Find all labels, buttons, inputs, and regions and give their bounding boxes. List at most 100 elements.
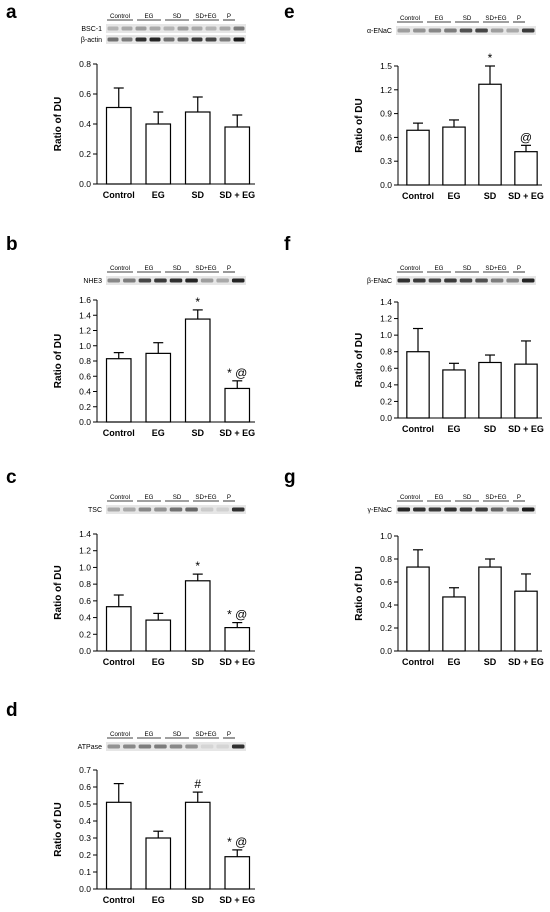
panel-letter: d [6, 700, 18, 721]
x-tick-label: Control [402, 657, 434, 667]
blot-band [506, 28, 519, 33]
blot-group-label: SD+EG [195, 265, 216, 272]
blot-band [154, 278, 167, 283]
blot-group-label: SD [173, 265, 182, 272]
blot-band [138, 278, 152, 283]
blot-band [397, 507, 411, 512]
panel-letter: f [284, 234, 291, 255]
y-tick-label: 0.0 [380, 646, 392, 656]
blot-group-label: P [227, 731, 231, 738]
bar [406, 129, 430, 186]
blot-band [475, 28, 488, 33]
bar [184, 580, 211, 652]
blot-band [107, 507, 121, 512]
y-tick-label: 1.2 [380, 314, 392, 324]
y-axis-label: Ratio of DU [53, 334, 64, 388]
blot-group-label: SD [463, 265, 472, 272]
x-tick-label: SD [484, 657, 497, 667]
blot-band [163, 26, 175, 31]
y-tick-label: 1.6 [79, 295, 91, 305]
bar [105, 801, 132, 890]
blot-group-label: Control [400, 15, 420, 22]
y-tick-label: 0.6 [79, 371, 91, 381]
blot-band [490, 278, 504, 283]
blot-band [231, 507, 245, 512]
blot-group-label: P [517, 494, 521, 501]
y-tick-label: 1.0 [79, 562, 91, 572]
y-tick-label: 0.6 [380, 363, 392, 373]
blot-band [475, 507, 488, 512]
y-axis-label: Ratio of DU [53, 97, 64, 151]
blot-band [107, 37, 119, 42]
blot-band [397, 278, 411, 283]
blot-band [219, 37, 231, 42]
blot-band [521, 507, 535, 512]
blot-group-label: SD [463, 15, 472, 22]
y-tick-label: 0.2 [79, 850, 91, 860]
chart-panel-e: Control EG SD SD+EG Pα-ENaC 0.0 0.3 0.6 0.9 1.2 1.… [354, 15, 544, 201]
blot-row-label: TSC [88, 507, 102, 514]
blot-group-label: EG [435, 15, 444, 22]
blot-group-label: SD [173, 494, 182, 501]
blot-band [490, 28, 504, 33]
x-tick-label: Control [103, 657, 135, 667]
y-tick-label: 1.5 [380, 61, 392, 71]
y-tick-label: 1.0 [79, 341, 91, 351]
bar [105, 358, 132, 423]
blot-band [413, 28, 426, 33]
blot-band [123, 744, 136, 749]
y-tick-label: 0.2 [79, 402, 91, 412]
y-tick-label: 0.0 [79, 884, 91, 894]
x-tick-label: EG [447, 191, 460, 201]
y-tick-label: 0.6 [79, 596, 91, 606]
x-tick-label: SD [191, 428, 204, 438]
blot-group-label: P [517, 15, 521, 22]
y-tick-label: 0.0 [79, 646, 91, 656]
bar [406, 566, 430, 652]
y-tick-label: 0.4 [79, 816, 91, 826]
bar [145, 837, 172, 890]
blot-band [123, 507, 136, 512]
blot-band [121, 37, 133, 42]
x-tick-label: SD [484, 191, 497, 201]
blot-group-label: P [227, 494, 231, 501]
bar [224, 627, 251, 652]
blot-band [459, 278, 473, 283]
panel-letter: c [6, 467, 17, 488]
y-tick-label: 0.6 [380, 577, 392, 587]
blot-band [459, 28, 473, 33]
y-tick-label: 0.6 [79, 782, 91, 792]
blot-row-label: γ-ENaC [367, 507, 392, 514]
blot-group-label: SD+EG [195, 13, 216, 20]
significance-mark: # [194, 777, 201, 791]
blot-band [459, 507, 473, 512]
blot-band [121, 26, 133, 31]
significance-mark: * @ [227, 835, 247, 849]
chart-panel-d: Control EG SD SD+EG P ATPase 0.0 0.1 0.2 0.3 0.4 0.… [53, 731, 255, 905]
panel-a: a Control EG SD SD+EG P BSC-1 β-actin 0.0 0.2 0.4… [0, 0, 275, 230]
blot-band [428, 507, 442, 512]
bar [406, 351, 430, 419]
bar [442, 126, 466, 186]
blot-band [231, 744, 245, 749]
bar [145, 352, 172, 423]
y-tick-label: 0.8 [79, 356, 91, 366]
y-tick-label: 0.8 [79, 59, 91, 69]
bar [184, 318, 211, 423]
blot-row-label: ATPase [78, 744, 102, 751]
y-tick-label: 0.2 [79, 149, 91, 159]
panel-b: b Control EG SD SD+EG P NHE3 0.0 0.2 0.4 0.6 0.8 1.… [0, 232, 275, 464]
blot-band [506, 507, 519, 512]
blot-band [444, 28, 457, 33]
blot-band [138, 744, 152, 749]
y-tick-label: 0.8 [380, 347, 392, 357]
y-tick-label: 0.0 [380, 180, 392, 190]
bar [442, 596, 466, 652]
bar [224, 126, 251, 185]
blot-group-label: SD+EG [485, 494, 506, 501]
blot-group-label: EG [145, 13, 154, 20]
blot-band [444, 278, 457, 283]
y-tick-label: 0.3 [79, 833, 91, 843]
